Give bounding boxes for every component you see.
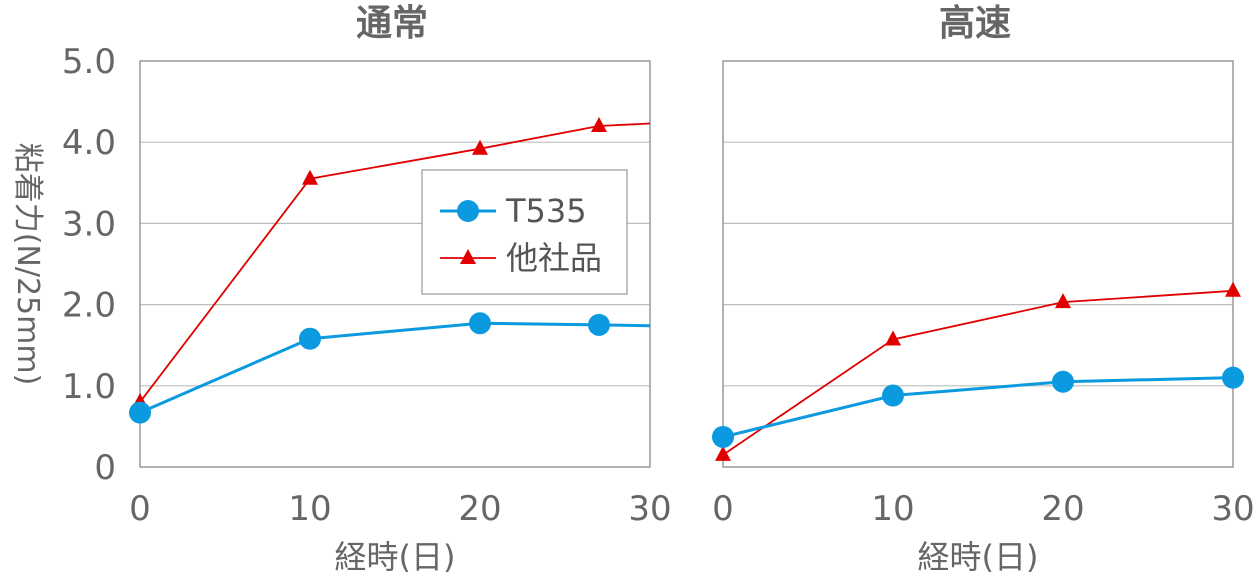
legend-label-t535: T535 xyxy=(505,192,587,230)
data-point-t535 xyxy=(129,401,151,424)
data-point-t535 xyxy=(1222,366,1244,389)
x-tick-label: 30 xyxy=(1211,489,1254,529)
plot-area xyxy=(139,60,651,468)
series-line-t535 xyxy=(139,321,651,414)
data-point-competitor xyxy=(302,169,318,185)
legend-marker-competitor xyxy=(460,249,476,264)
legend-marker-t535 xyxy=(457,200,479,222)
y-tick-label: 3.0 xyxy=(62,204,116,244)
data-point-competitor xyxy=(591,116,607,132)
plot-area xyxy=(722,60,1234,468)
x-tick-label: 20 xyxy=(458,489,501,529)
x-axis-label: 経時(日) xyxy=(918,538,1039,575)
x-tick-label: 10 xyxy=(871,489,914,529)
chart-title: 高速 xyxy=(939,3,1011,44)
x-tick-label: 0 xyxy=(712,489,734,529)
legend-label-competitor: 他社品 xyxy=(506,239,602,277)
data-point-competitor xyxy=(885,330,901,346)
series-line-competitor xyxy=(722,289,1234,456)
series-line-t535 xyxy=(722,376,1234,439)
legend: T535 他社品 xyxy=(421,169,628,295)
data-point-competitor xyxy=(1225,281,1241,297)
data-point-competitor xyxy=(472,139,488,155)
x-axis-label: 経時(日) xyxy=(335,538,456,575)
y-tick-label: 4.0 xyxy=(62,123,116,163)
data-point-t535 xyxy=(712,425,734,448)
x-tick-label: 0 xyxy=(129,489,151,529)
chart-panel-2: 高速 0 10 20 30 経時(日) xyxy=(712,3,1255,576)
x-tick-label: 10 xyxy=(288,489,331,529)
x-tick-label: 30 xyxy=(628,489,671,529)
legend-box xyxy=(421,169,628,295)
data-point-t535 xyxy=(882,384,904,407)
y-tick-label: 1.0 xyxy=(62,367,116,407)
data-point-t535 xyxy=(1052,370,1074,393)
chart-title: 通常 xyxy=(356,3,428,44)
chart-panel-1: 通常 0 10 20 30 経時(日) 0 1.0 2.0 3.0 4.0 5.0 粘着力(N/25mm… xyxy=(10,3,672,576)
data-point-t535 xyxy=(299,327,321,350)
y-tick-label: 5.0 xyxy=(62,42,116,82)
x-tick-label: 20 xyxy=(1041,489,1084,529)
y-tick-label: 0 xyxy=(94,448,116,488)
data-point-competitor xyxy=(1055,293,1071,309)
data-point-competitor xyxy=(715,445,731,461)
y-axis-label: 粘着力(N/25mm) xyxy=(10,143,45,386)
data-point-t535 xyxy=(469,312,491,335)
y-tick-label: 2.0 xyxy=(62,286,116,326)
data-point-t535 xyxy=(588,313,610,336)
